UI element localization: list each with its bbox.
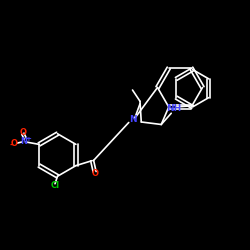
Text: +: +: [26, 136, 31, 142]
Text: Cl: Cl: [50, 180, 59, 190]
Text: NH: NH: [166, 104, 182, 113]
Text: O: O: [19, 128, 26, 137]
Text: O: O: [91, 168, 98, 177]
Text: N: N: [20, 138, 28, 146]
Text: O: O: [10, 138, 18, 147]
Text: N: N: [129, 116, 136, 124]
Text: -: -: [9, 141, 13, 150]
